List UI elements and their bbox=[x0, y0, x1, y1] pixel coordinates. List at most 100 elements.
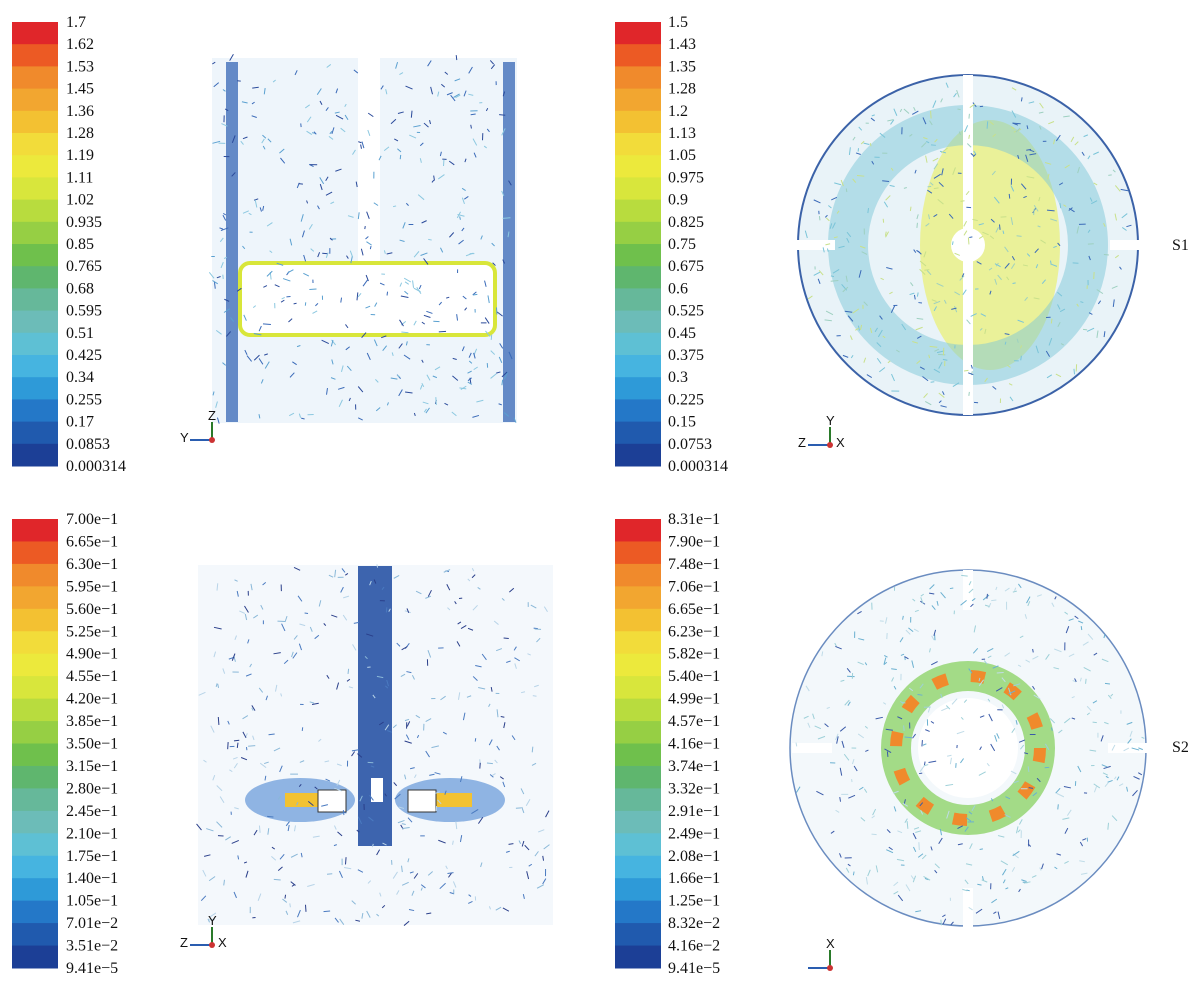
colorbar-label: 1.13 bbox=[668, 125, 696, 142]
color-band bbox=[12, 377, 58, 400]
color-band bbox=[615, 721, 661, 744]
colorbar-label: 7.00e−1 bbox=[66, 511, 118, 528]
axis-label: Z bbox=[798, 435, 806, 450]
color-band bbox=[615, 631, 661, 654]
vector bbox=[924, 270, 929, 271]
color-band bbox=[12, 631, 58, 654]
colorbar-label: 1.05e−1 bbox=[66, 893, 118, 910]
vector bbox=[891, 669, 897, 670]
vector bbox=[1083, 329, 1087, 330]
color-band bbox=[12, 288, 58, 311]
colorbar-label: 4.16e−2 bbox=[668, 938, 720, 955]
wall-flow bbox=[226, 62, 238, 422]
colorbar-label: 0.6 bbox=[668, 280, 688, 297]
hub bbox=[951, 228, 985, 262]
colorbar-label: 0.000314 bbox=[66, 458, 126, 475]
color-band bbox=[615, 22, 661, 45]
color-band bbox=[12, 699, 58, 722]
colorbar-label: 8.31e−1 bbox=[668, 511, 720, 528]
vector bbox=[1033, 649, 1034, 652]
vector bbox=[868, 208, 869, 213]
colorbar-label: 1.75e−1 bbox=[66, 848, 118, 865]
color-band bbox=[615, 311, 661, 334]
colorbar-label: 7.90e−1 bbox=[668, 533, 720, 550]
vector bbox=[997, 672, 1004, 673]
vector bbox=[1009, 194, 1010, 199]
vector bbox=[218, 717, 219, 725]
color-band bbox=[615, 89, 661, 112]
colorbar-label: 0.825 bbox=[668, 214, 704, 231]
colorbar-label: 0.675 bbox=[668, 258, 704, 275]
blade bbox=[408, 790, 436, 812]
colorbar-label: 3.50e−1 bbox=[66, 736, 118, 753]
color-band bbox=[615, 586, 661, 609]
color-band bbox=[615, 878, 661, 901]
page: {"panels":[ {"labels":["1.7","1.62","1.5… bbox=[0, 0, 1192, 984]
colorbar-label: 4.20e−1 bbox=[66, 691, 118, 708]
colorbar-label: 1.28 bbox=[66, 125, 94, 142]
axis-origin bbox=[209, 942, 215, 948]
colorbar-label: 7.01e−2 bbox=[66, 915, 118, 932]
vector bbox=[532, 747, 533, 753]
vector bbox=[533, 696, 537, 697]
color-band bbox=[12, 155, 58, 178]
color-band bbox=[12, 946, 58, 969]
vector bbox=[324, 911, 331, 912]
color-band bbox=[615, 377, 661, 400]
vector bbox=[987, 121, 988, 128]
color-band bbox=[12, 721, 58, 744]
color-band bbox=[12, 89, 58, 112]
vector bbox=[348, 669, 349, 674]
vector bbox=[274, 879, 281, 880]
colorbar-label: 0.225 bbox=[668, 391, 704, 408]
colorbar-label: 3.32e−1 bbox=[668, 780, 720, 797]
vector bbox=[263, 324, 271, 325]
colorbar-label: 1.66e−1 bbox=[668, 870, 720, 887]
vector bbox=[968, 237, 969, 244]
vector bbox=[309, 289, 316, 290]
color-band bbox=[615, 856, 661, 879]
colorbar-label: 0.15 bbox=[668, 414, 696, 431]
color-band bbox=[615, 155, 661, 178]
color-band bbox=[615, 541, 661, 564]
vector bbox=[1105, 683, 1110, 684]
colorbar-label: 7.06e−1 bbox=[668, 578, 720, 595]
vector bbox=[234, 740, 239, 741]
color-band bbox=[615, 609, 661, 632]
vector bbox=[969, 237, 972, 238]
axis-label: X bbox=[826, 936, 835, 951]
colorbar-label: 3.74e−1 bbox=[668, 758, 720, 775]
colorbar-label: 1.40e−1 bbox=[66, 870, 118, 887]
color-band bbox=[615, 44, 661, 67]
color-band bbox=[615, 288, 661, 311]
color-band bbox=[12, 788, 58, 811]
axis-label: X bbox=[218, 935, 227, 950]
colorbar-label: 1.5 bbox=[668, 14, 688, 31]
colorbar-label: 0.0753 bbox=[668, 436, 712, 453]
colorbar-label: 1.62 bbox=[66, 36, 94, 53]
axis-label: Y bbox=[180, 430, 189, 445]
colorbar-label: 6.30e−1 bbox=[66, 556, 118, 573]
vector bbox=[237, 743, 238, 748]
color-band bbox=[12, 609, 58, 632]
vector bbox=[370, 246, 371, 249]
colorbar-label: 3.15e−1 bbox=[66, 758, 118, 775]
vector bbox=[957, 109, 960, 110]
vector bbox=[941, 920, 942, 926]
color-band bbox=[615, 266, 661, 289]
colorbar-label: 2.45e−1 bbox=[66, 803, 118, 820]
vector bbox=[882, 181, 889, 182]
colorbar-label: 4.55e−1 bbox=[66, 668, 118, 685]
colorbar-label: 5.60e−1 bbox=[66, 601, 118, 618]
color-band bbox=[615, 923, 661, 946]
colorbar-label: 1.43 bbox=[668, 36, 696, 53]
colorbar-label: 1.25e−1 bbox=[668, 893, 720, 910]
vector bbox=[931, 111, 932, 119]
color-band bbox=[12, 355, 58, 378]
vector bbox=[853, 872, 854, 876]
vector bbox=[343, 812, 347, 813]
color-band bbox=[12, 444, 58, 467]
vector bbox=[377, 564, 378, 567]
side-label: S1 bbox=[1172, 237, 1189, 254]
colorbar-label: 1.28 bbox=[668, 81, 696, 98]
